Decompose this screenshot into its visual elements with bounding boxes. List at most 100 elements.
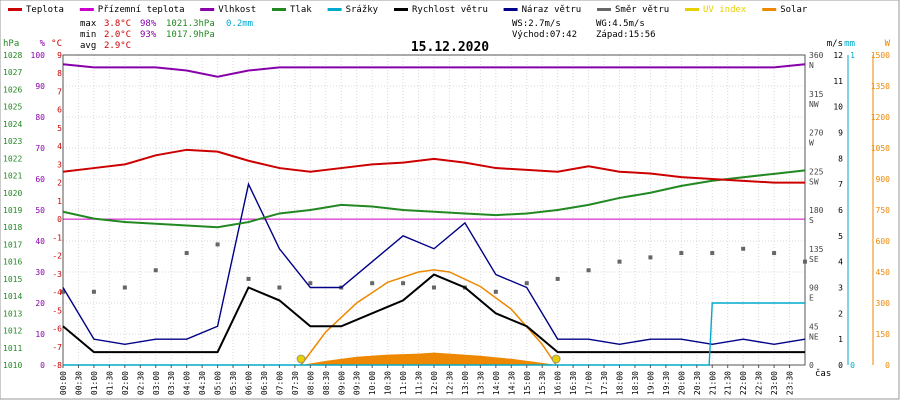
axis-direction-tick: 0 bbox=[809, 361, 814, 370]
wind-direction-point bbox=[648, 255, 653, 260]
x-tick-label: 00:00 bbox=[59, 371, 68, 395]
axis-solar-tick: 1350 bbox=[871, 82, 890, 91]
axis-pressure-tick: 1028 bbox=[3, 51, 22, 60]
axis-temperature-tick: -4 bbox=[52, 288, 62, 297]
axis-pressure-tick: 1026 bbox=[3, 85, 22, 94]
sunset-marker bbox=[551, 354, 561, 364]
x-tick-label: 23:00 bbox=[770, 371, 779, 395]
axis-temperature-tick: 7 bbox=[57, 87, 62, 96]
legend-swatch-1 bbox=[79, 8, 94, 11]
x-tick-label: 22:00 bbox=[739, 371, 748, 395]
axis-pressure-tick: 1017 bbox=[3, 240, 22, 249]
x-tick-label: 02:00 bbox=[121, 371, 130, 395]
axis-solar-tick: 450 bbox=[876, 268, 891, 277]
legend-swatch-5 bbox=[394, 8, 408, 11]
axis-rain: mm 1 0 bbox=[844, 39, 855, 370]
x-tick-label: 17:00 bbox=[585, 371, 594, 395]
axis-temperature-tick: -6 bbox=[52, 325, 62, 334]
stats-block: max 3.8°C 98% 1021.3hPa 0.2mm min 2.0°C … bbox=[80, 19, 656, 51]
axis-pressure-tick: 1027 bbox=[3, 68, 22, 77]
wind-direction-point bbox=[153, 268, 158, 273]
wind-direction-point bbox=[555, 276, 560, 281]
axis-pressure-unit: hPa bbox=[3, 39, 19, 49]
stat-sunset: Západ:15:56 bbox=[596, 30, 656, 40]
legend-swatch-0 bbox=[8, 8, 22, 11]
x-tick-label: 11:00 bbox=[399, 371, 408, 395]
series-tlak-line bbox=[62, 169, 806, 229]
sunrise-marker bbox=[296, 354, 306, 364]
axis-temperature: °C 9 8 7 6 5 4 3 2 1 0 -1 -2 -3 -4 -5 -6 -7 -8 bbox=[51, 39, 62, 370]
axis-direction-tick: 270 bbox=[809, 129, 824, 138]
stat-max-label: max bbox=[80, 19, 97, 29]
axis-wind-speed-tick: 12 bbox=[833, 51, 843, 60]
x-tick-label: 12:30 bbox=[445, 371, 454, 395]
stat-wind-speed: WS:2.7m/s bbox=[512, 19, 561, 29]
legend-swatch-2 bbox=[200, 8, 215, 11]
axis-temperature-tick: 8 bbox=[57, 69, 62, 78]
axis-temperature-tick: 4 bbox=[57, 142, 62, 151]
axis-rain-unit: mm bbox=[844, 39, 855, 49]
axis-wind-speed-tick: 2 bbox=[838, 309, 843, 318]
axis-humidity-tick: 90 bbox=[35, 82, 45, 91]
stat-avg-temp: 2.9°C bbox=[104, 41, 131, 51]
axis-pressure: hPa 1028 1027 1026 1025 1024 1023 1022 1021 1020 1… bbox=[3, 39, 22, 370]
wind-direction-point bbox=[184, 251, 189, 256]
x-tick-label: 03:00 bbox=[152, 371, 161, 395]
series-n-raz-v-tru-line bbox=[62, 182, 806, 346]
axis-direction-tick: SW bbox=[809, 177, 819, 186]
axis-wind-speed-tick: 0 bbox=[838, 361, 843, 370]
axis-wind-speed-tick: 7 bbox=[838, 180, 843, 189]
axis-temperature-tick: -1 bbox=[52, 233, 62, 242]
axis-pressure-tick: 1020 bbox=[3, 189, 22, 198]
axis-pressure-tick: 1018 bbox=[3, 223, 22, 232]
x-tick-label: 10:00 bbox=[368, 371, 377, 395]
axis-direction-tick: 360 bbox=[809, 51, 824, 60]
axis-temperature-tick: -5 bbox=[52, 306, 62, 315]
x-tick-label: 04:30 bbox=[198, 371, 207, 395]
axis-temperature-tick: -3 bbox=[52, 270, 62, 279]
stat-min-hum: 93% bbox=[140, 30, 157, 40]
axis-pressure-tick: 1011 bbox=[3, 344, 22, 353]
axis-temperature-tick: 3 bbox=[57, 160, 62, 169]
wind-direction-point bbox=[803, 259, 807, 264]
axis-humidity-tick: 20 bbox=[35, 299, 45, 308]
axis-humidity-tick: 40 bbox=[35, 237, 45, 246]
axis-direction-tick: S bbox=[809, 216, 814, 225]
axis-direction-tick: 315 bbox=[809, 90, 824, 99]
stat-sunrise: Východ:07:42 bbox=[512, 30, 577, 40]
axis-direction-tick: NE bbox=[809, 332, 819, 341]
legend: Teplota Přízemní teplota Vlhkost Tlak Srážky… bbox=[8, 5, 808, 15]
x-tick-label: 01:00 bbox=[90, 371, 99, 395]
x-axis-label: čas bbox=[815, 368, 831, 379]
wind-direction-point bbox=[710, 251, 715, 256]
x-tick-label: 08:30 bbox=[322, 371, 331, 395]
axes: hPa1028102710261025102410231022102110201… bbox=[3, 39, 891, 370]
axis-wind-speed-tick: 8 bbox=[838, 154, 843, 163]
axis-direction-tick: N bbox=[809, 61, 814, 70]
axis-solar-tick: 750 bbox=[876, 206, 891, 215]
x-tick-label: 16:30 bbox=[569, 371, 578, 395]
chart-title: 15.12.2020 bbox=[411, 40, 489, 55]
legend-label-6: Náraz větru bbox=[522, 5, 582, 15]
series-rychlost-v-tru-line bbox=[62, 273, 805, 354]
x-tick-label: 00:30 bbox=[74, 371, 83, 395]
x-tick-label: 19:30 bbox=[662, 371, 671, 395]
axis-solar-tick: 300 bbox=[876, 299, 891, 308]
axis-pressure-tick: 1023 bbox=[3, 137, 22, 146]
axis-direction-tick: 90 bbox=[809, 284, 819, 293]
axis-temperature-tick: 1 bbox=[57, 197, 62, 206]
axis-humidity-tick: 10 bbox=[35, 330, 45, 339]
wind-direction-point bbox=[277, 285, 282, 290]
wind-direction-point bbox=[308, 281, 313, 286]
axis-pressure-tick: 1010 bbox=[3, 361, 22, 370]
axis-direction-tick: 225 bbox=[809, 167, 824, 176]
axis-wind-speed-tick: 3 bbox=[838, 284, 843, 293]
axis-temperature-unit: °C bbox=[51, 39, 62, 49]
x-tick-label: 03:30 bbox=[167, 371, 176, 395]
axis-humidity-tick: 30 bbox=[35, 268, 45, 277]
legend-swatch-6 bbox=[503, 8, 518, 11]
